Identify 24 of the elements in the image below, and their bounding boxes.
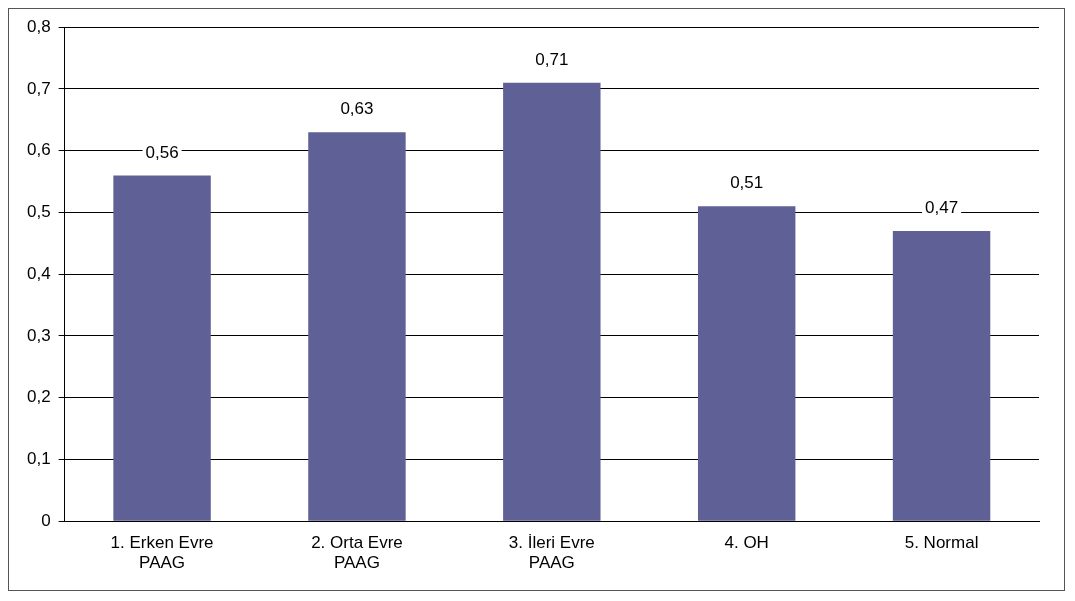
data-label: 0,71 (535, 49, 569, 69)
y-tick-label: 0,7 (26, 78, 51, 98)
y-tick-label: 0,8 (26, 16, 51, 36)
bar (308, 132, 406, 521)
y-tick-label: 0,2 (26, 387, 51, 407)
x-tick-label: 3. İleri Evre PAAG (508, 533, 595, 573)
y-tick-label: 0,1 (26, 449, 51, 469)
bar (503, 82, 601, 521)
y-tick-label: 0,4 (26, 263, 51, 283)
data-label: 0,47 (925, 198, 959, 218)
x-tick-label: 2. Orta Evre PAAG (311, 533, 403, 573)
y-tick-label: 0,5 (26, 202, 51, 222)
x-tick-label: 5. Normal (904, 533, 979, 553)
data-label: 0,56 (145, 142, 179, 162)
y-tick-label: 0 (41, 510, 51, 530)
y-tick-label: 0,3 (26, 325, 51, 345)
x-tick-label: 1. Erken Evre PAAG (110, 533, 214, 573)
data-label: 0,51 (730, 173, 764, 193)
bar (892, 230, 991, 521)
data-label: 0,63 (340, 99, 374, 119)
x-tick-label: 4. OH (724, 533, 769, 553)
bar (113, 175, 211, 521)
bar (697, 206, 796, 521)
y-tick-label: 0,6 (26, 140, 51, 160)
